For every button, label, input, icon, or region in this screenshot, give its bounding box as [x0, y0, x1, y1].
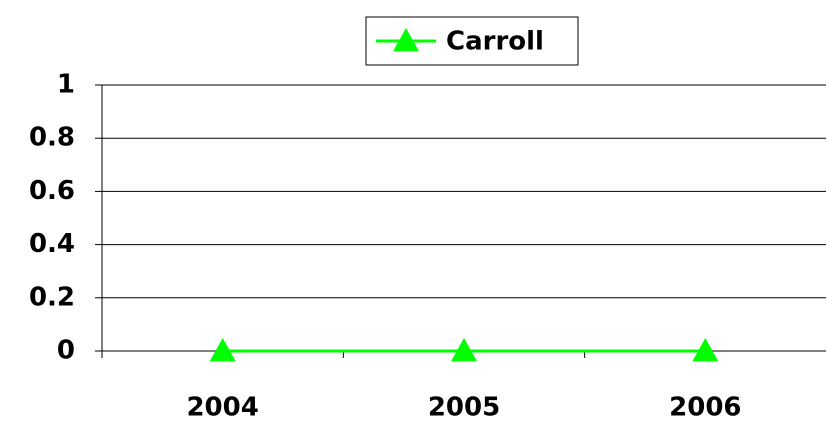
legend-label: Carroll [446, 27, 544, 57]
y-tick-label: 1 [57, 70, 75, 100]
point-marker [692, 338, 719, 362]
point-marker [451, 338, 477, 362]
y-tick-label: 0.6 [29, 176, 75, 206]
y-tick-label: 0 [57, 336, 75, 366]
legend-marker [393, 28, 419, 52]
x-tick-label: 2004 [186, 393, 258, 422]
x-tick-label: 2005 [428, 393, 500, 422]
y-tick-label: 0.2 [29, 282, 75, 312]
x-tick-label: 2006 [669, 393, 741, 422]
point-marker [209, 338, 236, 362]
y-tick-label: 0.4 [29, 229, 75, 259]
y-tick-label: 0.8 [29, 123, 75, 153]
